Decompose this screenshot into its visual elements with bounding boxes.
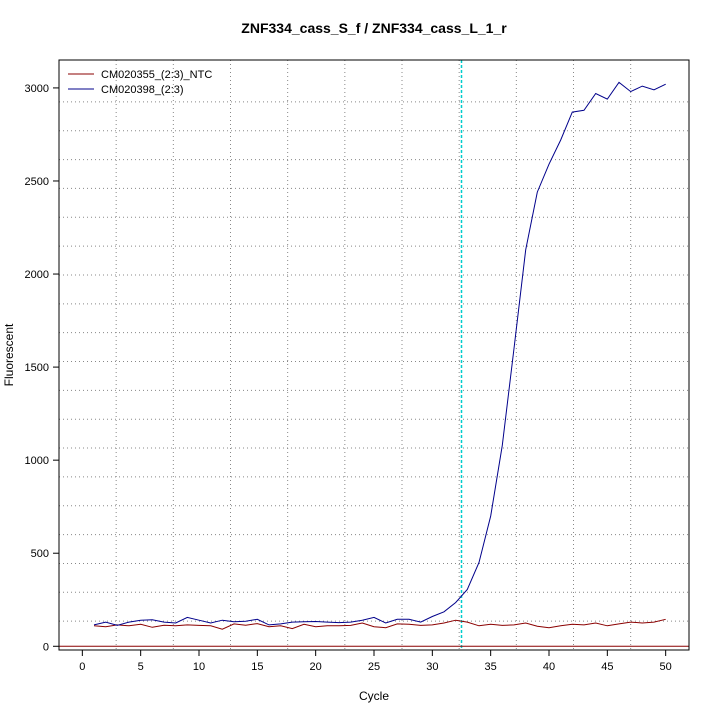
y-tick-label: 2500 bbox=[25, 176, 49, 188]
x-tick-label: 25 bbox=[368, 661, 380, 673]
chart-title: ZNF334_cass_S_f / ZNF334_cass_L_1_r bbox=[241, 20, 507, 36]
x-tick-label: 50 bbox=[660, 661, 672, 673]
x-tick-label: 10 bbox=[193, 661, 205, 673]
legend-label-2: CM020398_(2:3) bbox=[101, 84, 184, 96]
series-line-2 bbox=[93, 81, 666, 626]
x-tick-label: 35 bbox=[485, 661, 497, 673]
x-tick-label: 30 bbox=[426, 661, 438, 673]
x-tick-label: 0 bbox=[79, 661, 85, 673]
x-tick-label: 15 bbox=[251, 661, 263, 673]
x-axis-label: Cycle bbox=[359, 689, 389, 703]
grid bbox=[59, 60, 689, 651]
x-tick-label: 45 bbox=[601, 661, 613, 673]
y-tick-label: 1500 bbox=[25, 362, 49, 374]
y-tick-label: 500 bbox=[31, 548, 49, 560]
axes: 0 5 10 15 20 25 30 35 40 45 5005001000150020002500… bbox=[25, 83, 672, 673]
series-lines bbox=[59, 60, 689, 650]
y-tick-label: 2000 bbox=[25, 269, 49, 281]
y-tick-label: 3000 bbox=[25, 83, 49, 95]
x-tick-label: 40 bbox=[543, 661, 555, 673]
x-tick-label: 5 bbox=[138, 661, 144, 673]
y-axis-label: Fluorescent bbox=[2, 323, 16, 386]
x-tick-label: 20 bbox=[310, 661, 322, 673]
plot-frame bbox=[58, 59, 690, 651]
series-line-1 bbox=[93, 618, 666, 630]
legend-label-1: CM020355_(2:3)_NTC bbox=[101, 69, 212, 81]
legend: CM020355_(2:3)_NTC CM020398_(2:3) bbox=[68, 69, 212, 96]
y-tick-label: 1000 bbox=[25, 455, 49, 467]
y-tick-label: 0 bbox=[43, 641, 49, 653]
